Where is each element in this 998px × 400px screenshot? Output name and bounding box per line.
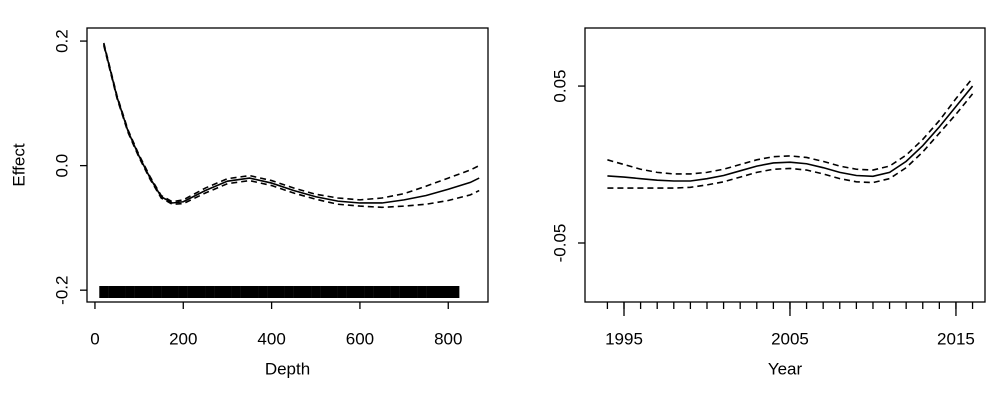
x-tick-label: 200 [169, 329, 197, 348]
y-tick-label: 0.2 [52, 29, 71, 53]
y-tick-label: -0.05 [550, 224, 569, 263]
x-tick-label: 600 [346, 329, 374, 348]
effect-line [103, 45, 480, 209]
effect-line [103, 42, 480, 203]
effect-line [607, 77, 974, 175]
y-tick-label: -0.2 [52, 276, 71, 305]
x-tick-label: 2005 [771, 329, 809, 348]
x-axis-label: Year [768, 359, 803, 378]
x-tick-label: 2015 [937, 329, 975, 348]
plot-frame [86, 27, 489, 303]
x-tick-label: 400 [257, 329, 285, 348]
x-axis-label: Depth [265, 359, 310, 378]
plot-frame [584, 27, 986, 303]
x-tick-label: 800 [434, 329, 462, 348]
y-tick-label: 0.0 [52, 154, 71, 178]
x-tick-label: 1995 [605, 329, 643, 348]
effect-line [103, 43, 480, 204]
x-tick-label: 0 [90, 329, 99, 348]
effect-line [607, 93, 974, 189]
effect-line [607, 85, 974, 182]
y-axis-label: Effect [9, 143, 28, 186]
y-tick-label: 0.05 [550, 70, 569, 103]
